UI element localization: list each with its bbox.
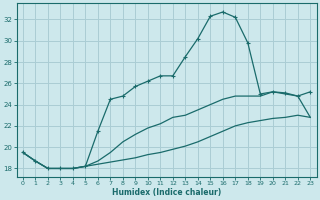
X-axis label: Humidex (Indice chaleur): Humidex (Indice chaleur) [112, 188, 221, 197]
